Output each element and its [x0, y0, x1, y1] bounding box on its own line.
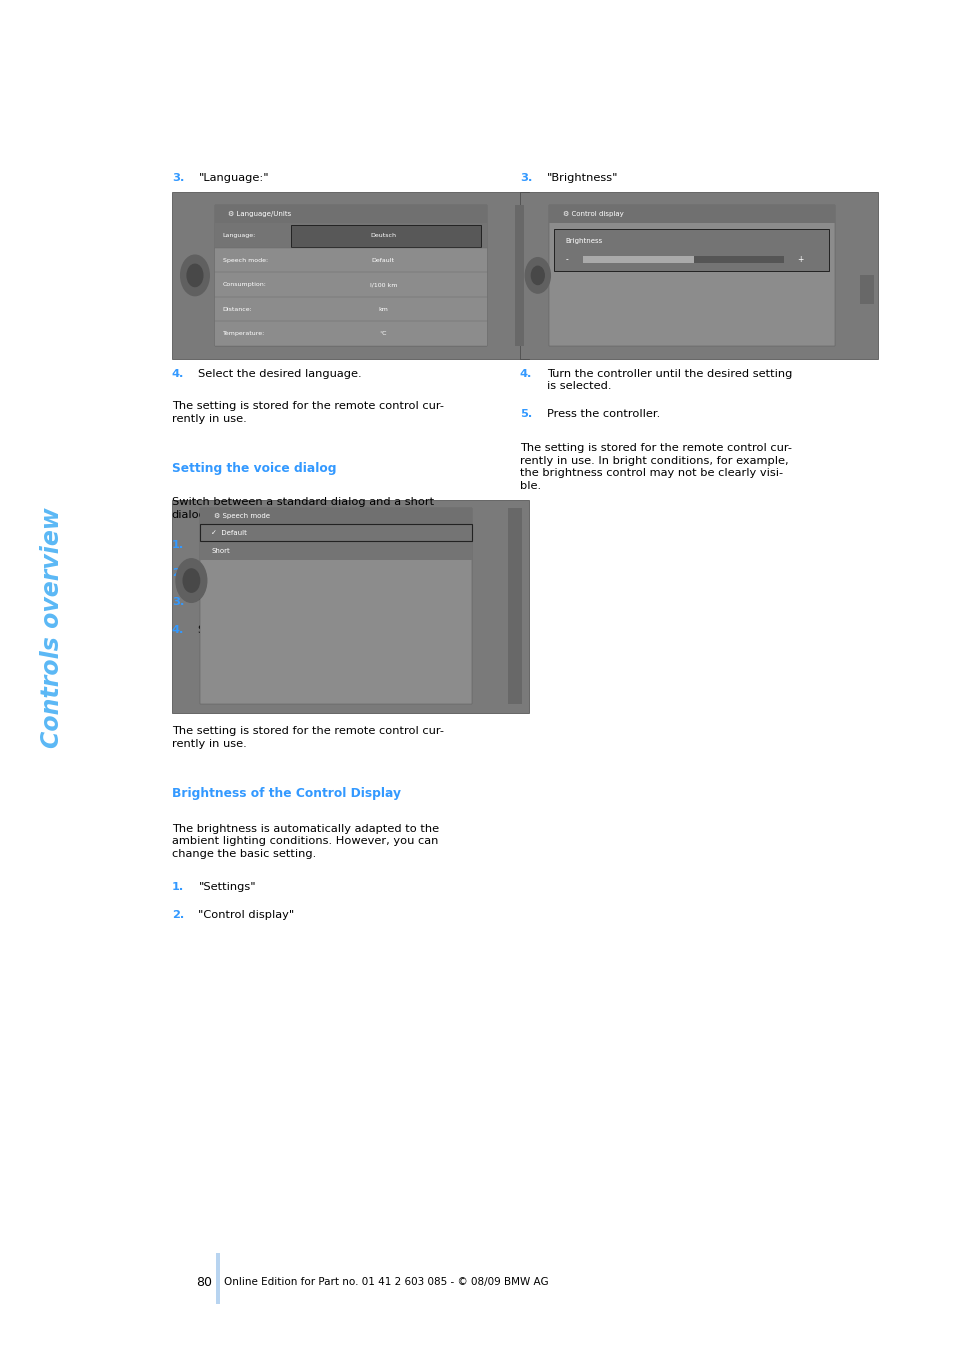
Text: l/100 km: l/100 km [369, 282, 396, 288]
Text: Switch between a standard dialog and a short
dialog.: Switch between a standard dialog and a s… [172, 497, 434, 520]
Circle shape [187, 265, 203, 286]
Text: Brightness of the Control Display: Brightness of the Control Display [172, 787, 400, 801]
Text: ✓  Default: ✓ Default [211, 529, 247, 536]
Bar [507, 508, 522, 705]
Bar [859, 275, 873, 304]
Text: Language:: Language: [223, 234, 255, 238]
Text: 4.: 4. [519, 369, 532, 378]
Text: "Speech mode:": "Speech mode:" [198, 597, 291, 606]
Text: km: km [378, 306, 388, 312]
Bar [554, 230, 828, 271]
Circle shape [175, 559, 207, 602]
Bar [548, 205, 834, 223]
Text: 3.: 3. [519, 173, 532, 182]
Text: Temperature:: Temperature: [223, 331, 265, 336]
Text: 1.: 1. [172, 540, 184, 549]
Text: "Language/Units": "Language/Units" [198, 568, 298, 578]
Text: The setting is stored for the remote control cur-
rently in use. In bright condi: The setting is stored for the remote con… [519, 443, 791, 491]
Text: Speech mode:: Speech mode: [223, 258, 268, 262]
Text: 2.: 2. [172, 910, 184, 919]
Text: Short: Short [211, 548, 230, 555]
Text: Distance:: Distance: [223, 306, 253, 312]
Text: 3.: 3. [172, 173, 184, 182]
Bar [172, 500, 529, 713]
Text: Setting the voice dialog: Setting the voice dialog [172, 462, 335, 475]
Bar [548, 205, 834, 346]
Text: "Settings": "Settings" [198, 540, 255, 549]
Bar [214, 205, 486, 223]
Bar [582, 255, 693, 263]
Text: Online Edition for Part no. 01 41 2 603 085 - © 08/09 BMW AG: Online Edition for Part no. 01 41 2 603 … [224, 1277, 548, 1288]
Text: 3.: 3. [172, 597, 184, 606]
Text: Default: Default [372, 258, 395, 262]
Text: "Language:": "Language:" [198, 173, 269, 182]
Text: 4.: 4. [172, 625, 184, 634]
Bar [519, 192, 877, 359]
Text: 4.: 4. [172, 369, 184, 378]
Text: The setting is stored for the remote control cur-
rently in use.: The setting is stored for the remote con… [172, 401, 443, 424]
Bar [214, 205, 486, 346]
Text: Select the desired language.: Select the desired language. [198, 369, 362, 378]
Bar [515, 205, 523, 346]
Bar [582, 255, 783, 263]
Circle shape [183, 568, 199, 593]
Text: ⚙ Control display: ⚙ Control display [562, 211, 623, 217]
Bar [215, 1253, 220, 1304]
Text: -: - [565, 255, 568, 263]
Text: Turn the controller until the desired setting
is selected.: Turn the controller until the desired se… [546, 369, 791, 391]
Circle shape [180, 255, 209, 296]
Bar [200, 524, 472, 541]
Text: The setting is stored for the remote control cur-
rently in use.: The setting is stored for the remote con… [172, 726, 443, 749]
Bar [214, 297, 486, 321]
Text: Press the controller.: Press the controller. [546, 409, 659, 418]
Text: Deutsch: Deutsch [370, 234, 395, 238]
Text: Controls overview: Controls overview [40, 508, 65, 748]
Text: "Brightness": "Brightness" [546, 173, 618, 182]
Text: "Control display": "Control display" [198, 910, 294, 919]
Bar [200, 524, 472, 541]
Text: 5.: 5. [519, 409, 532, 418]
Text: +: + [797, 255, 803, 263]
Bar [172, 192, 529, 359]
Text: 80: 80 [195, 1276, 212, 1289]
Text: Brightness: Brightness [565, 238, 602, 244]
Text: 2.: 2. [172, 568, 184, 578]
Circle shape [525, 258, 550, 293]
Bar [214, 321, 486, 346]
Bar [200, 508, 472, 705]
Text: "Settings": "Settings" [198, 882, 255, 891]
Text: 1.: 1. [172, 882, 184, 891]
Bar [200, 543, 472, 560]
Text: Select the desired dialog.: Select the desired dialog. [198, 625, 344, 634]
Text: ⚙ Speech mode: ⚙ Speech mode [213, 513, 270, 518]
Bar [214, 248, 486, 273]
Text: The brightness is automatically adapted to the
ambient lighting conditions. Howe: The brightness is automatically adapted … [172, 824, 438, 859]
Text: Consumption:: Consumption: [223, 282, 267, 288]
Bar [200, 508, 472, 524]
Circle shape [531, 266, 543, 285]
Bar [214, 223, 486, 248]
Bar [214, 273, 486, 297]
Bar [291, 224, 480, 247]
Text: ⚙ Language/Units: ⚙ Language/Units [228, 211, 292, 217]
Text: °C: °C [379, 331, 387, 336]
